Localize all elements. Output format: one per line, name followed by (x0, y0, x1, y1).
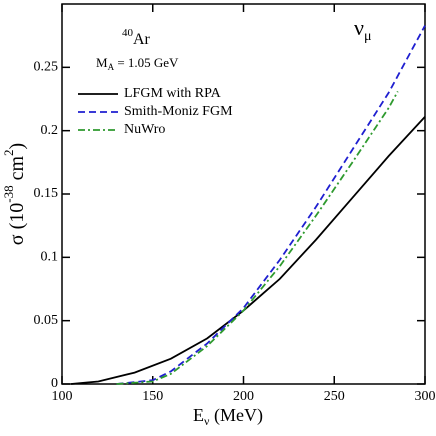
x-axis-label: Eν (MeV) (193, 405, 263, 428)
series-line (116, 25, 426, 385)
y-label-main: σ (10 (6, 203, 28, 245)
neutrino-symbol: ν (354, 15, 364, 40)
series-line (116, 90, 399, 385)
x-tick-label: 200 (233, 389, 254, 404)
neutrino-sub: μ (364, 29, 372, 44)
y-tick-label: 0 (51, 376, 58, 391)
x-tick-label: 300 (415, 389, 436, 404)
y-label-unit: cm (6, 156, 28, 186)
mass-value: = 1.05 GeV (114, 55, 179, 70)
mass-label: MA = 1.05 GeV (96, 55, 179, 72)
neutrino-label: νμ (354, 15, 371, 44)
y-tick-label: 0.05 (34, 313, 59, 328)
y-label-sup: 2 (1, 149, 16, 156)
y-tick-label: 0.15 (34, 186, 59, 201)
y-axis-label: σ (10-38 cm2) (1, 143, 28, 245)
x-tick-label: 150 (142, 389, 163, 404)
x-tick-label: 100 (52, 389, 73, 404)
y-tick-label: 0.25 (34, 60, 59, 75)
isotope-symbol: Ar (133, 31, 151, 48)
x-label-unit: (MeV) (209, 405, 262, 426)
legend-label: LFGM with RPA (124, 86, 222, 101)
series-line (70, 116, 426, 385)
legend-label: NuWro (124, 122, 165, 137)
x-label-main: E (193, 405, 204, 425)
x-tick-label: 250 (324, 389, 345, 404)
mass-sub: A (108, 62, 115, 72)
isotope-label: 40Ar (122, 27, 151, 48)
y-label-sup: -38 (1, 185, 16, 202)
y-tick-label: 0.1 (41, 250, 59, 265)
y-label-end: ) (6, 143, 28, 150)
mass-symbol: M (96, 55, 108, 70)
isotope-mass: 40 (122, 27, 134, 39)
x-label-sub: ν (204, 414, 210, 428)
legend-label: Smith-Moniz FGM (124, 104, 233, 119)
y-tick-label: 0.2 (41, 123, 59, 138)
